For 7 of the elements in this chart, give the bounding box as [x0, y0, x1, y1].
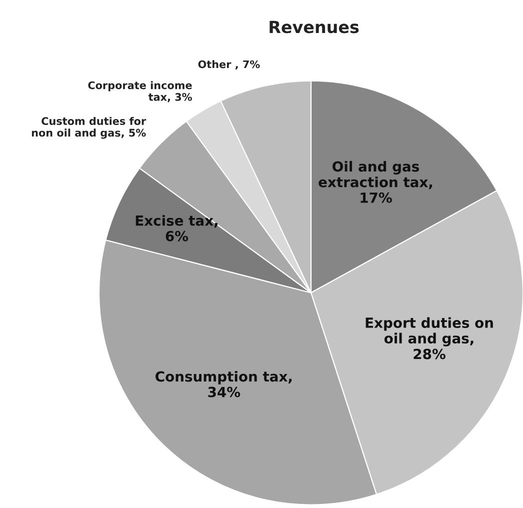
slice-label: Oil and gas extraction tax, 17%	[318, 160, 432, 203]
slice-label: Corporate income tax, 3%	[88, 81, 192, 102]
slice-label: Other , 7%	[198, 60, 260, 70]
slice-label: Custom duties for non oil and gas, 5%	[32, 116, 146, 139]
slice-label: Consumption tax, 34%	[156, 370, 292, 398]
slice-label: Export duties on oil and gas, 28%	[366, 317, 493, 360]
chart-title: Revenues	[270, 20, 359, 34]
